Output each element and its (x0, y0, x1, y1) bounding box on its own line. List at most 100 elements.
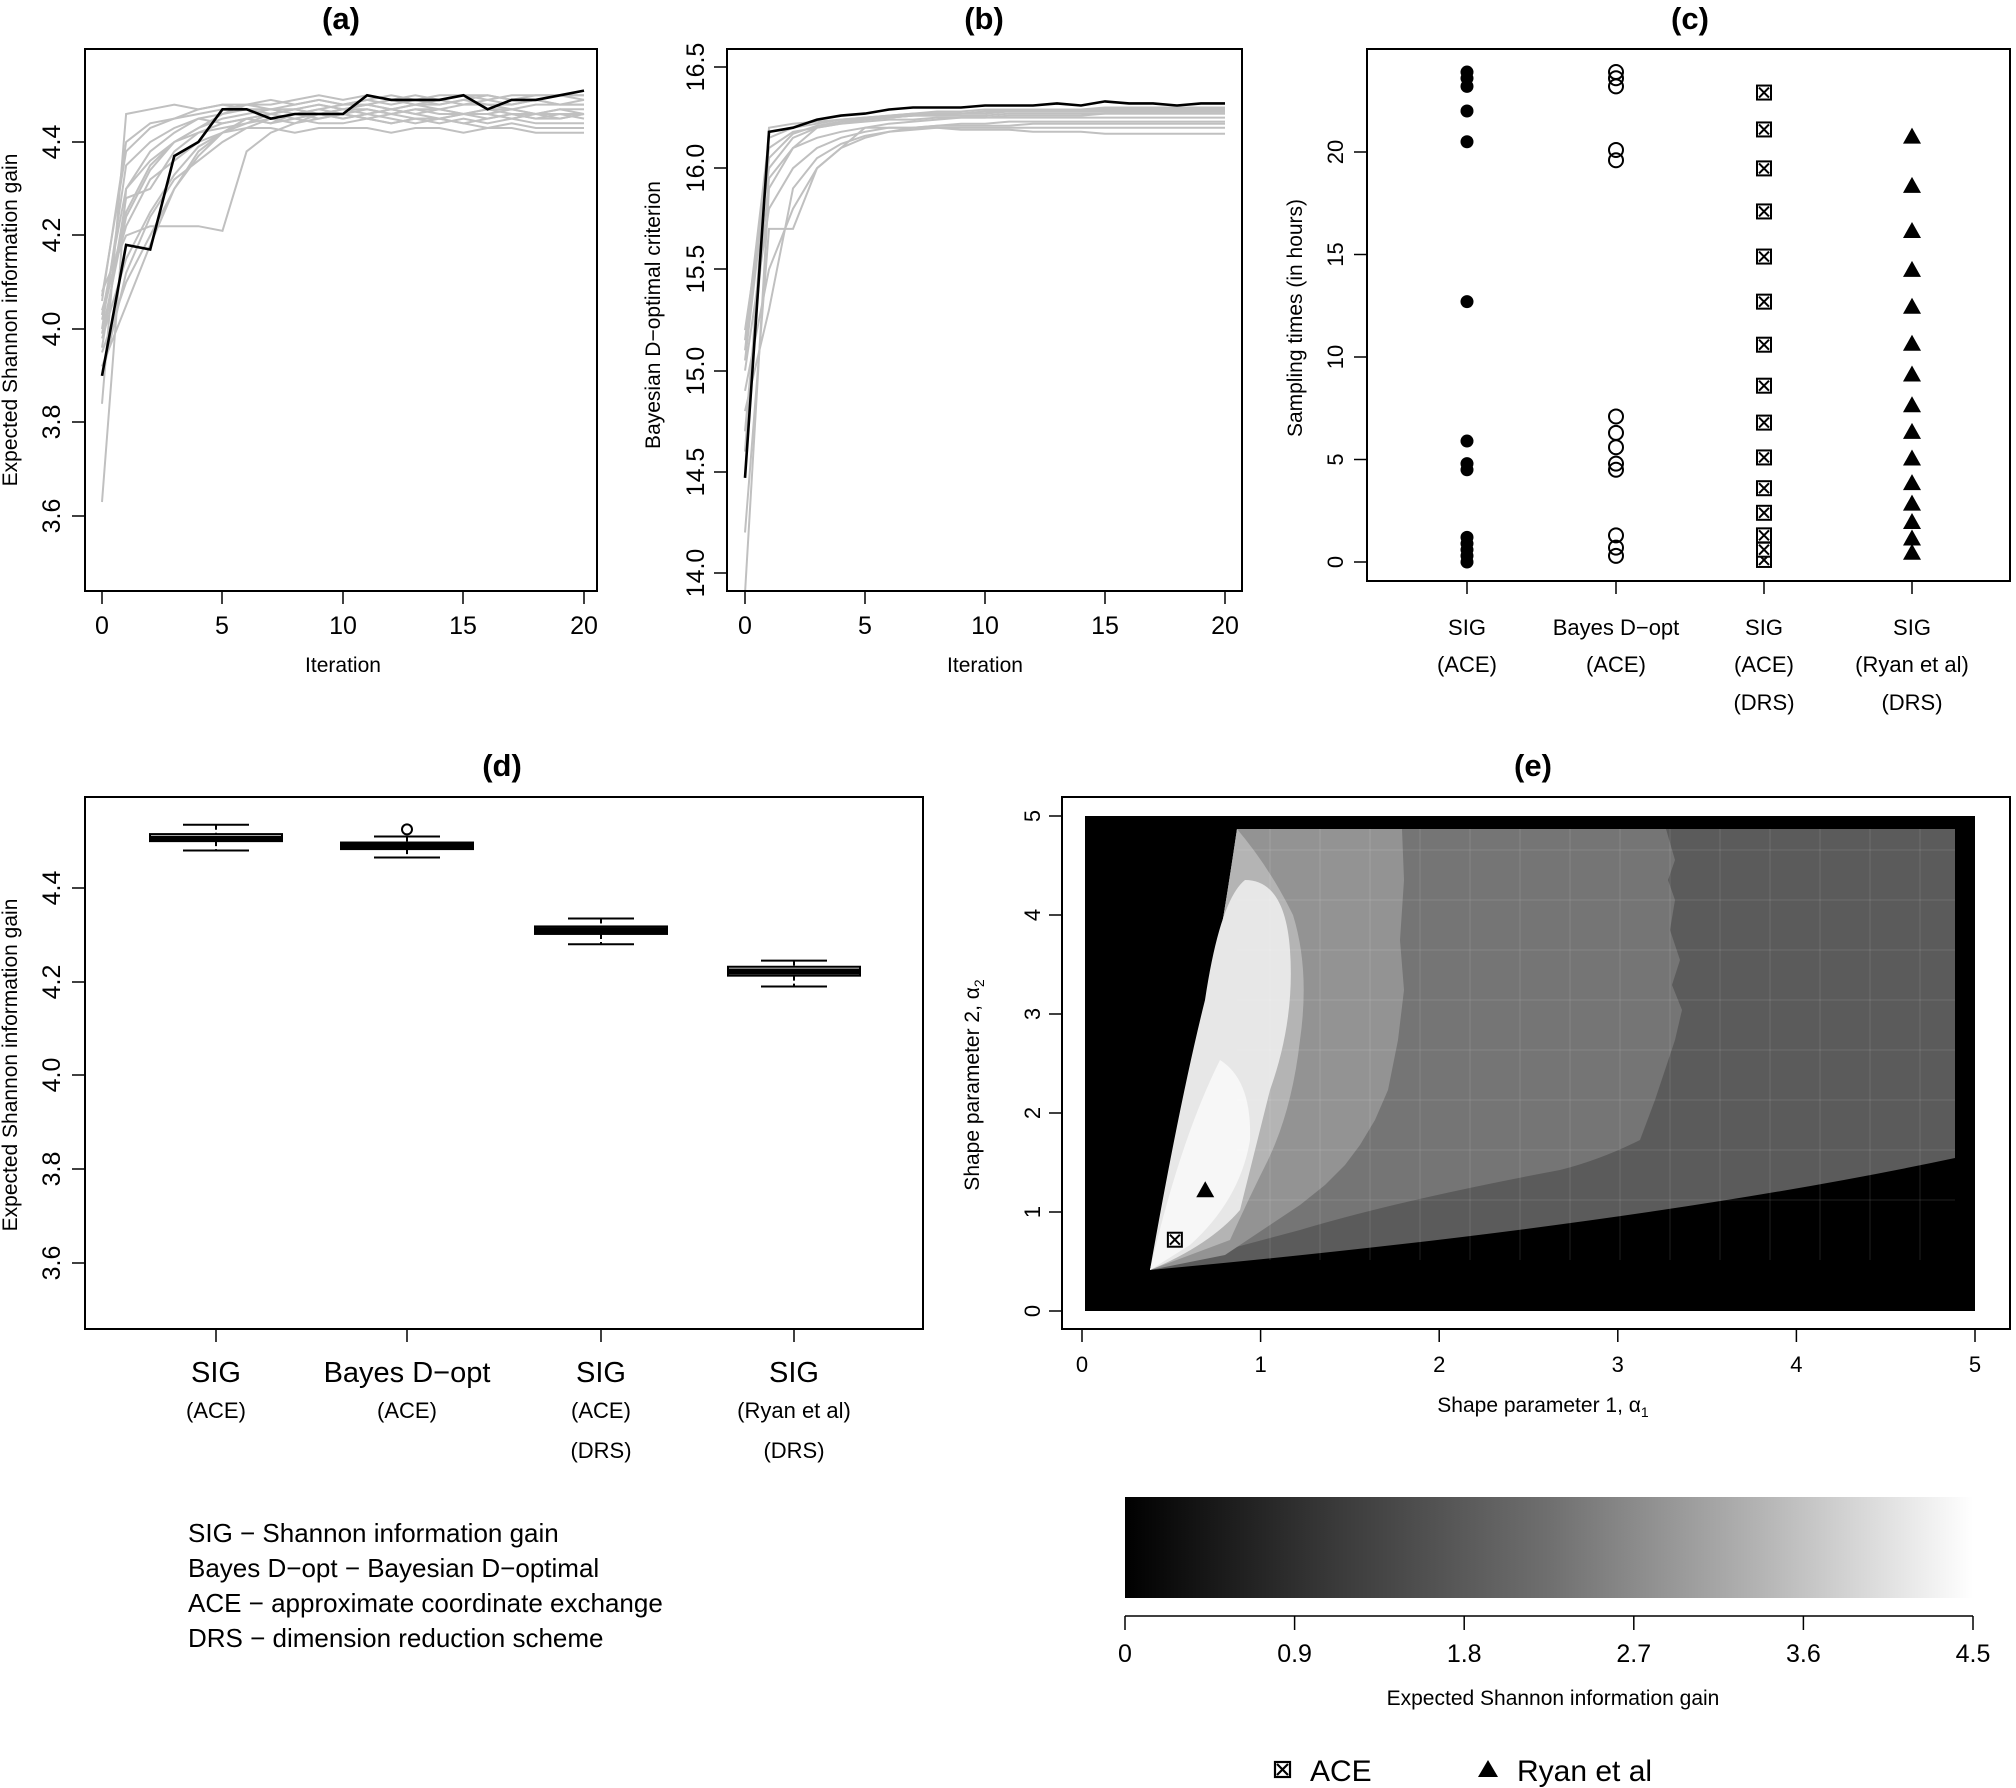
trace-line (101, 112, 585, 292)
panel-e-y-axis: 0 1 2 3 4 5 Shape parameter 2, α2 (961, 810, 1063, 1317)
panel-b-xlabel: Iteration (947, 654, 1023, 677)
sampling-time-point (1756, 160, 1772, 177)
filled-triangle-marker (1196, 1181, 1215, 1198)
panel-d-category-sublabel: (ACE) (377, 1398, 437, 1423)
sampling-time-point (1608, 539, 1624, 556)
sampling-time-point (1903, 176, 1921, 193)
sampling-time-point (1903, 513, 1921, 530)
panel-c-x-axis: SIG (ACE) Bayes D−opt (ACE) SIG (ACE) (D… (1437, 580, 1969, 715)
sampling-time-point (1460, 135, 1474, 149)
panel-c-ytick: 0 (1323, 556, 1348, 568)
panel-c-category-label: Bayes D−opt (1553, 615, 1680, 640)
filled-triangle-marker (1903, 365, 1921, 382)
sampling-time-point (1903, 221, 1921, 238)
panel-b-highlight-trace (743, 100, 1225, 478)
sampling-time-point (1756, 84, 1772, 101)
panel-a-y-axis: 3.6 3.8 4.0 4.2 4.4 Expected Shannon inf… (0, 125, 86, 534)
boxed-x-marker-stroke (1758, 482, 1770, 494)
panel-d-plot-frame (84, 796, 924, 1330)
panel-b-ytick: 15.5 (682, 245, 710, 294)
legend-note: ACE − approximate coordinate exchange (188, 1588, 663, 1618)
trace-line (744, 108, 1225, 591)
panel-d-y-axis: 3.6 3.8 4.0 4.2 4.4 Expected Shannon inf… (0, 871, 86, 1280)
panel-e-xtick: 0 (1076, 1352, 1088, 1377)
panel-e-heatmap (1085, 816, 1975, 1311)
trace-line (744, 120, 1225, 391)
trace-line (744, 110, 1225, 341)
colorbar-gradient (1125, 1497, 1973, 1598)
panel-e: (e) (961, 748, 2011, 1420)
filled-circle-marker (1460, 104, 1474, 118)
colorbar-tick: 4.5 (1956, 1640, 1991, 1668)
boxed-x-marker-stroke (1758, 543, 1770, 556)
boxplot (534, 917, 668, 946)
sampling-time-point (1608, 461, 1624, 478)
panel-e-ytick: 1 (1020, 1206, 1045, 1218)
panel-b-ytick: 16.0 (682, 144, 710, 193)
panel-a-xtick: 5 (215, 612, 229, 640)
trace-line (744, 122, 1225, 371)
boxed-x-marker-stroke (1758, 379, 1770, 392)
abbreviation-legend: SIG − Shannon information gain Bayes D−o… (188, 1518, 663, 1653)
colorbar-tick: 1.8 (1447, 1640, 1482, 1668)
colorbar-tick: 0 (1118, 1640, 1132, 1668)
sampling-time-point (1756, 377, 1772, 394)
heatmap-grid (1237, 829, 1955, 1260)
trace-line (101, 108, 584, 316)
panel-c-y-axis: 0 5 10 15 20 Sampling times (in hours) (1284, 140, 1368, 568)
filled-triangle-marker (1903, 221, 1921, 238)
panel-b-grey-traces (744, 106, 1225, 591)
panel-c: (c) SIG (ACE) Bayes D−opt (ACE) SIG (ACE… (1284, 1, 2011, 715)
panel-b-ytick: 14.0 (682, 549, 710, 598)
panel-b-ytick: 15.0 (682, 347, 710, 396)
panel-a-xtick: 0 (95, 612, 109, 640)
panel-b-ytick: 14.5 (682, 448, 710, 497)
trace-line (101, 103, 584, 503)
colorbar-tick: 2.7 (1616, 1640, 1651, 1668)
panel-d-category-label: Bayes D−opt (324, 1357, 491, 1389)
trace-line (101, 94, 584, 334)
panel-e-ytick: 2 (1020, 1107, 1045, 1119)
panel-b: (b) 0 5 10 15 20 Iteration 14.0 (642, 1, 1243, 677)
legend-note: DRS − dimension reduction scheme (188, 1623, 603, 1653)
sampling-time-point (1903, 529, 1921, 546)
panel-e-ytick: 4 (1020, 909, 1045, 921)
panel-c-points (1460, 64, 1921, 569)
panel-d-ytick: 4.2 (38, 965, 66, 1000)
panel-d-category-sublabel: (ACE) (186, 1398, 246, 1423)
boxed-x-marker-stroke (1758, 295, 1770, 308)
filled-circle-marker (1460, 65, 1474, 79)
panel-c-category-sublabel: (Ryan et al) (1855, 652, 1969, 677)
sampling-time-point (1903, 334, 1921, 351)
sampling-time-point (1756, 541, 1772, 558)
panel-b-x-axis: 0 5 10 15 20 Iteration (738, 590, 1239, 677)
trace-line (744, 112, 1225, 452)
panel-e-xlabel: Shape parameter 1, α1 (1437, 1394, 1649, 1420)
sampling-time-point (1460, 530, 1474, 544)
sampling-time-point (1608, 527, 1624, 544)
panel-e-ytick: 5 (1020, 810, 1045, 822)
trace-line (101, 103, 584, 404)
panel-e-xtick: 1 (1254, 1352, 1266, 1377)
panel-a-title: (a) (322, 1, 360, 36)
panel-c-ytick: 10 (1323, 345, 1348, 369)
boxplot (340, 823, 474, 859)
sampling-time-point (1903, 127, 1921, 144)
panel-e-title: (e) (1514, 748, 1552, 783)
trace-line (744, 106, 1225, 361)
sampling-time-point (1756, 336, 1772, 353)
trace-line (101, 117, 584, 330)
sampling-time-point (1608, 547, 1624, 564)
sampling-time-point (1903, 543, 1921, 560)
boxed-x-marker-stroke (1758, 338, 1770, 351)
sampling-time-point (1903, 474, 1921, 491)
panel-a-ytick: 3.6 (38, 499, 66, 534)
trace-line (101, 94, 584, 377)
design-point (1166, 1231, 1183, 1248)
filled-triangle-marker (1903, 513, 1921, 530)
filled-circle-marker (1460, 295, 1474, 309)
panel-e-points (1166, 1181, 1215, 1248)
open-circle-marker (1608, 461, 1624, 478)
panel-d-category-label: SIG (769, 1357, 819, 1389)
panel-e-x-axis: 0 1 2 3 4 5 Shape parameter 1, α1 (1076, 1328, 1981, 1420)
